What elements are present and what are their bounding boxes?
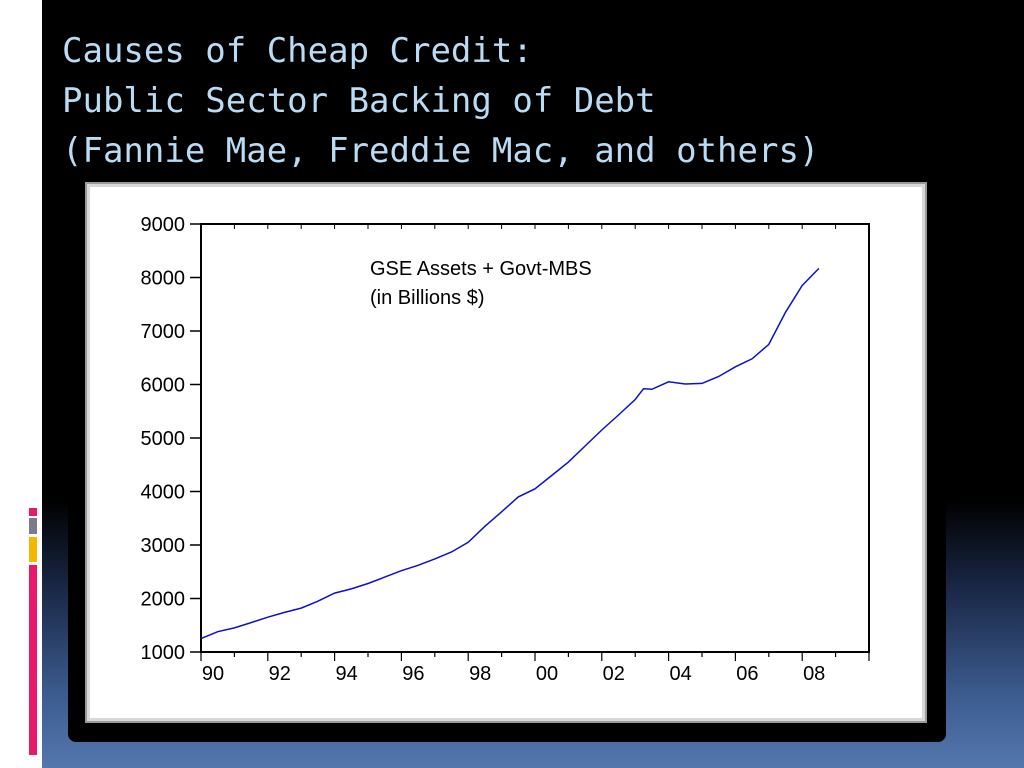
y-tick-label: 1000 [141,642,186,664]
y-tick-label: 6000 [141,375,186,397]
x-tick-label: 00 [536,663,558,685]
x-tick-label: 04 [669,663,691,685]
title-line-1: Causes of Cheap Credit: [62,31,533,71]
title-line-2: Public Sector Backing of Debt [62,81,656,121]
y-tick-label: 2000 [141,589,186,611]
chart-annotation-line-1: GSE Assets + Govt-MBS [370,258,592,280]
series-line-gse-assets [200,267,820,640]
x-tick-label: 06 [736,663,758,685]
x-tick-label: 92 [269,663,291,685]
x-tick-label: 02 [603,663,625,685]
y-axis: 1000 2000 3000 4000 5000 6000 7000 8000 9000 [141,214,201,664]
y-tick-label: 4000 [141,482,186,504]
accent-bar-pink [29,565,37,755]
slide-title: Causes of Cheap Credit: Public Sector Ba… [62,26,819,176]
x-tick-label: 98 [469,663,491,685]
x-tick-label: 08 [803,663,825,685]
y-tick-label: 9000 [141,214,186,236]
x-tick-label: 96 [402,663,424,685]
title-line-3: (Fannie Mae, Freddie Mac, and others) [62,131,820,171]
x-tick-label: 94 [335,663,357,685]
accent-bar-pink-top [29,508,37,516]
accent-bar-yellow [29,537,37,562]
chart-annotation-line-2: (in Billions $) [370,287,484,309]
x-axis: 90 92 94 96 98 00 02 04 06 08 [200,224,870,685]
y-tick-label: 5000 [141,428,186,450]
x-tick-label: 90 [202,663,224,685]
accent-bar-gray [29,518,37,534]
plot-area [200,223,870,653]
y-tick-label: 7000 [141,321,186,343]
chart-panel: 1000 2000 3000 4000 5000 6000 7000 8000 9000 90 9… [90,187,922,718]
y-tick-label: 8000 [141,268,186,290]
y-tick-label: 3000 [141,535,186,557]
